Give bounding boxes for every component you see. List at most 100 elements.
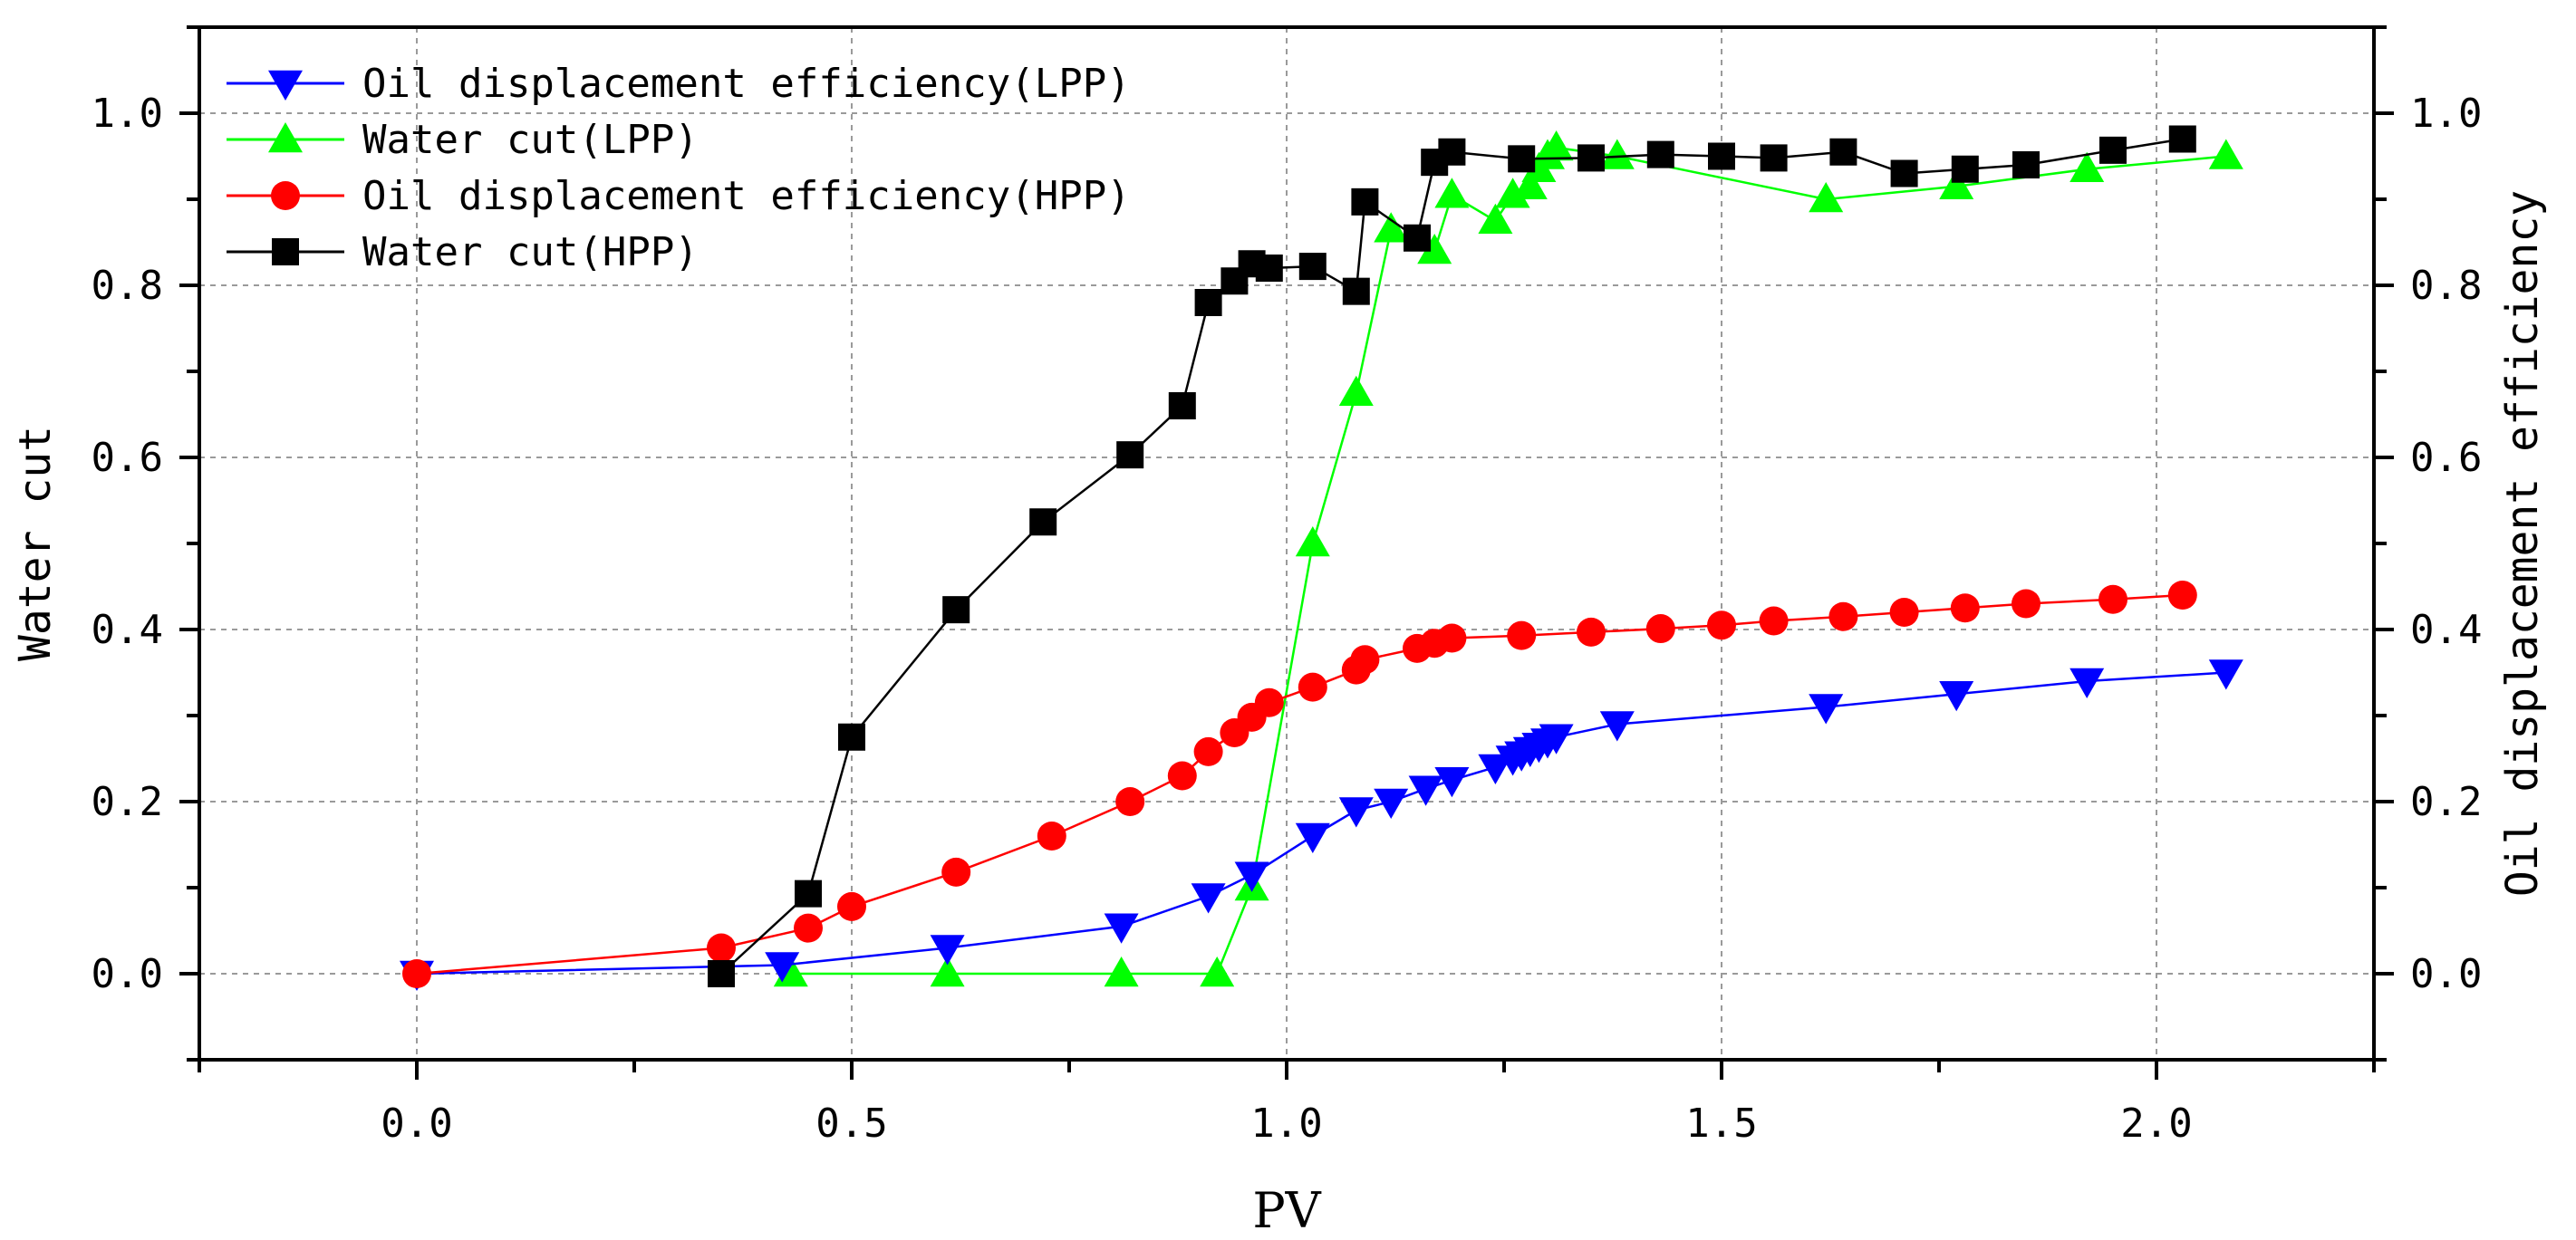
legend-marker [268, 70, 303, 101]
data-point [2099, 136, 2127, 164]
data-point [708, 960, 735, 987]
data-point [1255, 255, 1283, 282]
grid-lines [199, 27, 2374, 1060]
data-point [1351, 187, 1379, 216]
x-tick-label: 1.5 [1685, 1101, 1757, 1147]
y-left-tick-label: 0.8 [92, 263, 163, 309]
data-point [1438, 138, 1466, 166]
data-point [1939, 168, 1974, 199]
y-left-tick-label: 1.0 [92, 91, 163, 137]
data-point [2069, 668, 2105, 698]
data-point [1707, 610, 1736, 640]
data-point [2208, 139, 2243, 169]
legend-label: Oil displacement efficiency(HPP) [362, 173, 1131, 219]
data-point [765, 952, 800, 983]
data-point [1193, 736, 1223, 766]
data-point [1200, 956, 1235, 987]
data-point [1828, 601, 1858, 631]
data-point [1809, 694, 1844, 725]
data-point [1295, 526, 1330, 557]
data-point [1508, 145, 1536, 173]
data-point [1417, 234, 1452, 264]
y-axis-title-right: Oil displacement efficiency [2497, 190, 2548, 897]
data-point [1037, 822, 1066, 851]
y-right-tick-label: 0.4 [2410, 607, 2482, 653]
data-point [1890, 159, 1918, 187]
data-point [1507, 620, 1537, 650]
data-point [1829, 138, 1857, 166]
x-tick-label: 0.0 [381, 1101, 452, 1147]
data-point [1760, 144, 1788, 172]
data-point [1599, 139, 1635, 169]
data-point [2069, 151, 2105, 182]
data-point [1254, 687, 1284, 717]
data-point [1646, 140, 1674, 168]
data-point [1512, 168, 1548, 199]
data-point [1167, 761, 1197, 791]
data-point [1539, 130, 1574, 161]
legend-label: Oil displacement efficiency(LPP) [362, 61, 1131, 107]
data-point [1708, 142, 1735, 170]
axes: 0.0 0.5 1.0 1.5 2.0 0.0 0.0 0.2 0.2 0.4 0.4 0.6 0.6 0… [92, 25, 2482, 1147]
data-point [2168, 125, 2196, 153]
y-right-tick-label: 0.8 [2410, 263, 2482, 309]
data-point [2098, 584, 2127, 614]
data-point [1539, 724, 1574, 755]
x-axis-title: PV [1252, 1182, 1321, 1239]
data-point [1645, 614, 1675, 644]
data-point [1951, 155, 1979, 183]
data-point [2167, 581, 2197, 610]
data-point [1577, 144, 1605, 172]
data-point [1115, 787, 1145, 816]
x-tick-label: 2.0 [2120, 1101, 2192, 1147]
legend-label: Water cut(HPP) [362, 229, 699, 275]
data-point [1889, 598, 1919, 627]
legend-marker [272, 238, 299, 265]
data-point [1298, 672, 1327, 702]
legend-label: Water cut(LPP) [362, 117, 699, 163]
data-point [942, 596, 970, 624]
y-left-tick-label: 0.2 [92, 779, 163, 825]
data-point [2012, 589, 2041, 619]
legend-marker [268, 122, 303, 153]
data-point [1191, 883, 1226, 914]
data-point [1950, 593, 1980, 623]
y-right-tick-label: 1.0 [2410, 91, 2482, 137]
data-point [837, 891, 866, 921]
data-point [1495, 178, 1530, 208]
data-point [1809, 182, 1844, 213]
data-point [707, 933, 736, 963]
data-point [1374, 212, 1409, 243]
series-line [720, 138, 2183, 975]
data-point [1104, 913, 1139, 944]
data-point [1194, 289, 1222, 316]
legend: Oil displacement efficiency(LPP) Water cu… [227, 61, 1131, 275]
data-point [1759, 606, 1789, 636]
series-line [416, 593, 2183, 976]
data-point [795, 880, 822, 908]
data-point [1295, 822, 1330, 853]
data-point [930, 935, 965, 966]
data-point [1342, 277, 1370, 305]
data-point [930, 956, 965, 987]
data-point [1577, 617, 1606, 647]
data-point [838, 723, 865, 751]
data-point [1599, 711, 1635, 742]
data-point [1338, 797, 1374, 828]
y-right-tick-label: 0.2 [2410, 779, 2482, 825]
data-point [1350, 645, 1380, 675]
data-point [1434, 767, 1470, 798]
x-tick-label: 0.5 [815, 1101, 887, 1147]
y-left-tick-label: 0.0 [92, 951, 163, 997]
data-point [2012, 151, 2040, 178]
data-point [1478, 754, 1513, 784]
data-point [1478, 203, 1513, 234]
series-2 [402, 581, 2197, 988]
data-point [1374, 788, 1409, 819]
data-point [1404, 224, 1431, 252]
data-point [1104, 956, 1139, 987]
y-right-tick-label: 0.0 [2410, 951, 2482, 997]
data-point [1437, 623, 1467, 653]
data-point [1408, 775, 1443, 806]
